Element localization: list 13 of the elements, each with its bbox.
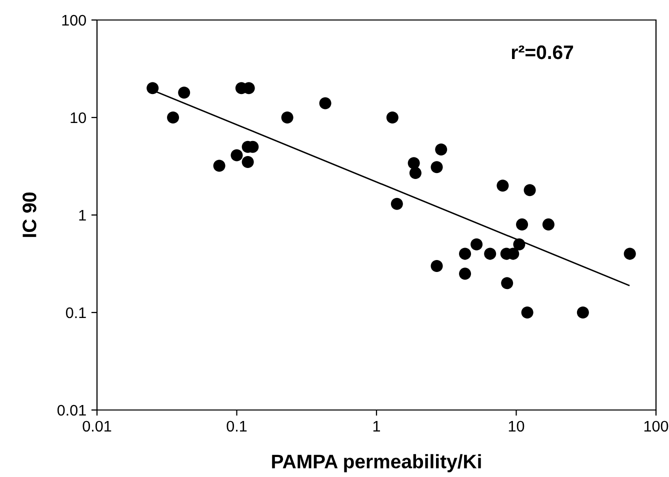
x-axis-title: PAMPA permeability/Ki [272, 454, 481, 472]
y-tick-label: 100 [62, 14, 86, 26]
x-tick-label: 0.1 [226, 420, 247, 432]
y-tick-label: 0.01 [57, 404, 86, 416]
annotation: r²=0.67 [512, 45, 574, 60]
x-tick-label: 1 [373, 420, 380, 432]
y-tick-label: 10 [70, 112, 86, 124]
x-tick-label: 10 [508, 420, 524, 432]
x-tick-label: 100 [644, 420, 668, 432]
y-tick-label: 0.1 [66, 307, 86, 318]
y-tick-label: 1 [79, 210, 86, 221]
y-axis-title: IC 90 [22, 192, 36, 237]
x-tick-label: 0.01 [82, 420, 112, 432]
